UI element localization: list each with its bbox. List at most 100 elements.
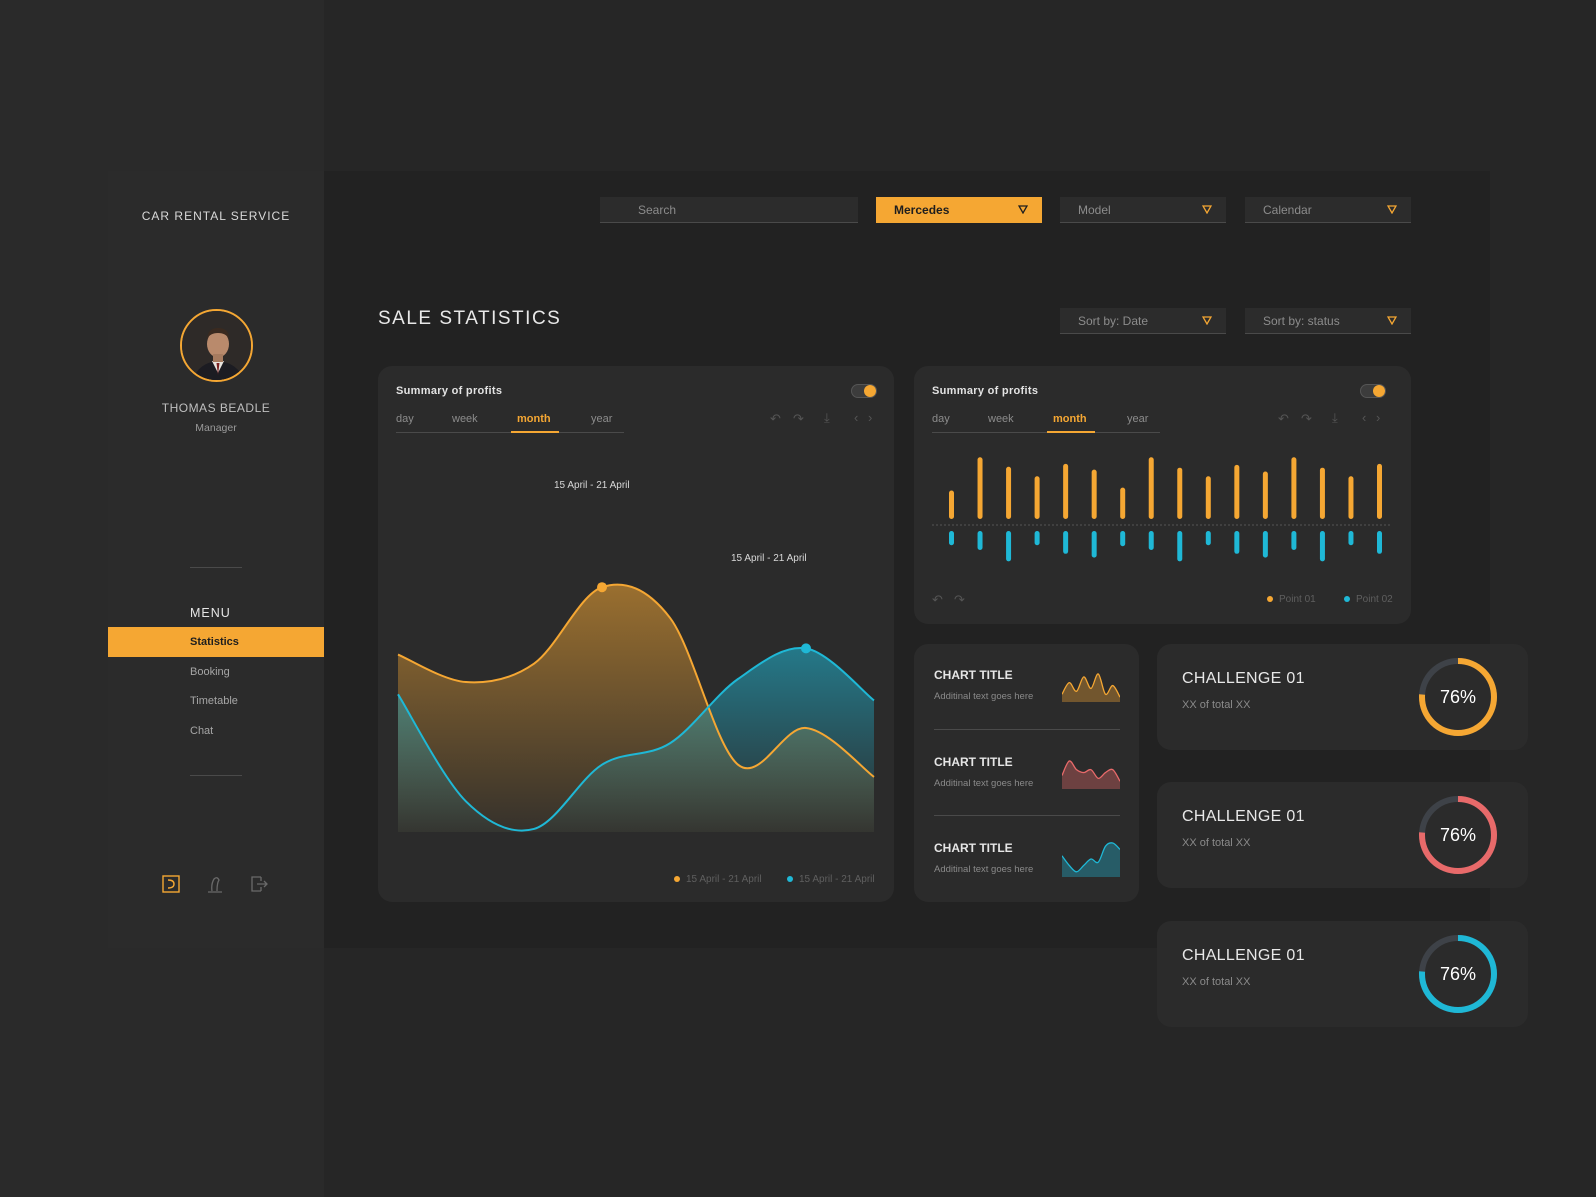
sort-date-select[interactable]: Sort by: Date (1060, 308, 1226, 334)
calendar-select-value: Calendar (1263, 203, 1312, 217)
sparkline-line (1062, 760, 1120, 782)
bar[interactable] (1034, 476, 1040, 519)
avatar[interactable] (180, 309, 253, 382)
bar[interactable] (1006, 531, 1012, 562)
list-item[interactable]: CHART TITLE Additinal text goes here (934, 755, 1120, 841)
bar[interactable] (977, 457, 983, 519)
bar[interactable] (1262, 531, 1268, 558)
chart-toggle[interactable] (851, 384, 877, 398)
challenge-card[interactable]: CHALLENGE 01 XX of total XX 76% (1157, 921, 1528, 1027)
tab-month[interactable]: month (517, 413, 551, 425)
challenge-title: CHALLENGE 01 (1182, 670, 1305, 687)
peak-point[interactable] (597, 582, 607, 593)
undo-icon[interactable]: ↶ (932, 592, 943, 607)
series-area (398, 647, 874, 832)
bar[interactable] (1319, 467, 1325, 519)
mini-charts-card: CHART TITLE Additinal text goes here CHA… (914, 644, 1139, 902)
challenge-percent: 76% (1439, 964, 1477, 984)
bar[interactable] (1148, 531, 1154, 550)
bar[interactable] (1091, 531, 1097, 558)
bar[interactable] (949, 531, 954, 546)
prev-icon[interactable]: ‹ (854, 410, 859, 425)
bar[interactable] (1348, 476, 1354, 519)
download-icon[interactable]: ⤓ (824, 410, 830, 425)
next-icon[interactable]: › (1376, 410, 1381, 425)
sparkline-line (1062, 673, 1120, 698)
ring-progress (1419, 935, 1497, 1013)
bar[interactable] (1234, 464, 1240, 519)
tab-day[interactable]: day (932, 413, 950, 425)
bar[interactable] (1063, 531, 1069, 554)
bar[interactable] (1177, 467, 1183, 519)
bar[interactable] (1034, 531, 1040, 546)
dashboard-icon[interactable] (161, 874, 181, 894)
undo-icon[interactable]: ↶ (770, 411, 781, 426)
chart-toggle[interactable] (1360, 384, 1386, 398)
sidebar-item-timetable[interactable]: Timetable (190, 695, 238, 707)
sort-status-select[interactable]: Sort by: status (1245, 308, 1411, 334)
bar[interactable] (1234, 531, 1240, 554)
bar[interactable] (1177, 531, 1183, 562)
progress-ring (1419, 658, 1497, 736)
chevron-down-icon (1387, 316, 1397, 325)
bar[interactable] (1006, 466, 1012, 519)
tab-year[interactable]: year (1127, 413, 1149, 425)
calendar-select[interactable]: Calendar (1245, 197, 1411, 223)
bar[interactable] (1120, 487, 1126, 519)
model-select[interactable]: Model (1060, 197, 1226, 223)
logout-icon[interactable] (249, 874, 269, 894)
challenge-card[interactable]: CHALLENGE 01 XX of total XX 76% (1157, 644, 1528, 750)
sparkline-line (1062, 842, 1120, 873)
tab-week[interactable]: week (452, 413, 478, 425)
challenge-subtitle: XX of total XX (1182, 699, 1251, 711)
bar[interactable] (949, 490, 954, 520)
area-chart (397, 582, 875, 832)
peak-point[interactable] (801, 643, 811, 654)
challenge-card[interactable]: CHALLENGE 01 XX of total XX 76% (1157, 782, 1528, 888)
bar[interactable] (1205, 531, 1211, 546)
search-input[interactable]: Search (600, 197, 858, 223)
next-icon[interactable]: › (868, 410, 873, 425)
tab-year[interactable]: year (591, 413, 613, 425)
list-item[interactable]: CHART TITLE Additinal text goes here (934, 841, 1120, 927)
tab-week[interactable]: week (988, 413, 1014, 425)
undo-icon[interactable]: ↶ (1278, 411, 1289, 426)
download-icon[interactable]: ⤓ (1332, 410, 1338, 425)
bar[interactable] (1063, 463, 1069, 519)
sparkline (1062, 760, 1120, 789)
legend-point-02: Point 02 (1344, 594, 1393, 605)
brand-select[interactable]: Mercedes (876, 197, 1042, 223)
sidebar: CAR RENTAL SERVICE THOMAS BEADLE Manager… (108, 171, 324, 948)
page-title: SALE STATISTICS (378, 308, 562, 329)
bar[interactable] (1348, 531, 1354, 546)
tab-underline (1047, 431, 1095, 433)
redo-icon[interactable]: ↷ (1301, 411, 1312, 426)
sparkline-area (1062, 760, 1120, 789)
bar[interactable] (1262, 471, 1268, 520)
chevron-down-icon (1202, 316, 1212, 325)
brand-select-value: Mercedes (894, 203, 950, 217)
redo-icon[interactable]: ↷ (954, 592, 965, 607)
bar[interactable] (977, 531, 983, 550)
bar[interactable] (1377, 463, 1382, 519)
sidebar-item-booking[interactable]: Booking (190, 666, 230, 678)
bar[interactable] (1319, 531, 1325, 562)
progress-ring (1419, 796, 1497, 874)
prev-icon[interactable]: ‹ (1362, 410, 1367, 425)
bar[interactable] (1291, 457, 1297, 519)
sparkline (1062, 842, 1120, 877)
bar[interactable] (1120, 531, 1126, 547)
sidebar-item-statistics[interactable]: Statistics (108, 627, 324, 657)
bar[interactable] (1291, 531, 1297, 550)
list-item[interactable]: CHART TITLE Additinal text goes here (934, 668, 1120, 754)
tab-day[interactable]: day (396, 413, 414, 425)
sidebar-item-chat[interactable]: Chat (190, 725, 214, 737)
legend-point-01: Point 01 (1267, 594, 1316, 605)
bar[interactable] (1148, 457, 1154, 519)
redo-icon[interactable]: ↷ (793, 411, 804, 426)
bar[interactable] (1205, 476, 1211, 519)
profile-icon[interactable] (205, 874, 225, 894)
tab-month[interactable]: month (1053, 413, 1087, 425)
bar[interactable] (1377, 531, 1382, 554)
bar[interactable] (1091, 469, 1097, 519)
